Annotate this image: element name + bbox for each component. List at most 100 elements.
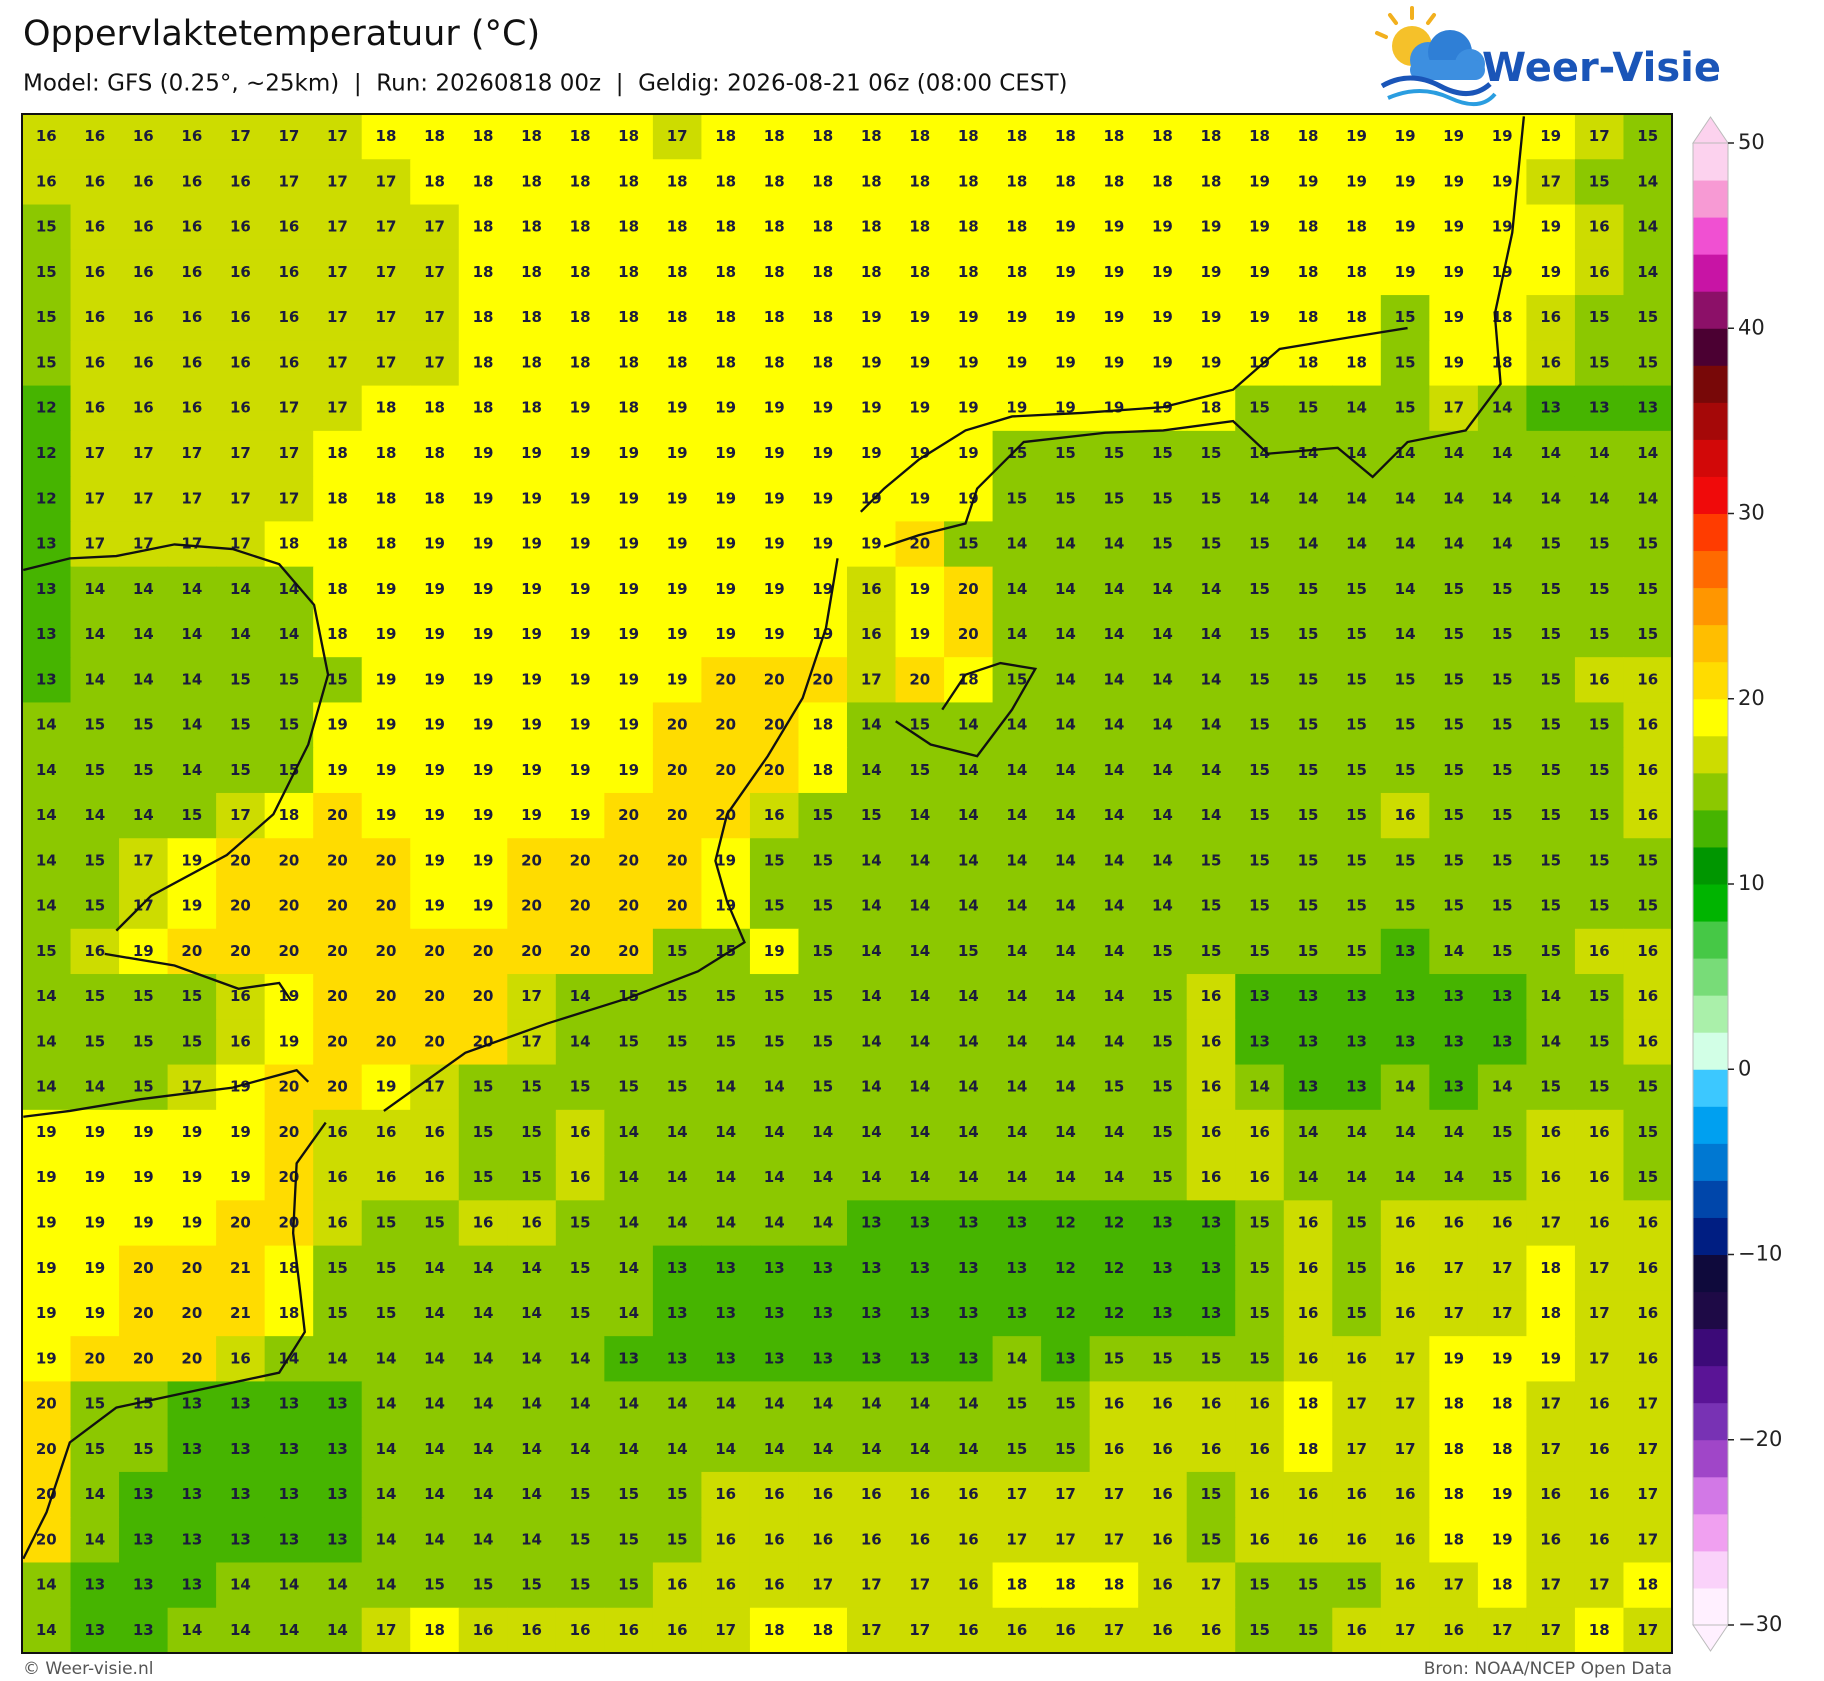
temperature-label: 18 xyxy=(667,218,688,236)
temperature-label: 14 xyxy=(861,761,882,779)
temperature-cell xyxy=(458,1426,508,1473)
temperature-cell xyxy=(361,838,411,885)
colorbar-tick-label: 40 xyxy=(1738,315,1765,339)
temperature-label: 16 xyxy=(909,1485,930,1503)
temperature-cell xyxy=(1574,1155,1625,1201)
temperature-label: 19 xyxy=(376,1078,397,1096)
temperature-cell xyxy=(1041,747,1091,794)
temperature-cell xyxy=(1186,295,1236,341)
temperature-cell xyxy=(1041,476,1091,522)
temperature-cell xyxy=(847,295,897,341)
temperature-label: 15 xyxy=(1006,1395,1027,1413)
temperature-cell xyxy=(1623,521,1672,568)
temperature-label: 14 xyxy=(909,897,930,915)
temperature-cell xyxy=(1332,1155,1382,1201)
temperature-cell xyxy=(410,1562,460,1609)
temperature-cell xyxy=(1235,928,1285,975)
temperature-label: 14 xyxy=(1103,716,1124,734)
temperature-label: 16 xyxy=(230,399,251,417)
temperature-label: 15 xyxy=(667,1032,688,1050)
temperature-cell xyxy=(167,430,217,477)
temperature-label: 18 xyxy=(473,218,494,236)
temperature-label: 15 xyxy=(618,1485,639,1503)
temperature-cell xyxy=(1574,611,1625,658)
temperature-label: 14 xyxy=(473,1485,494,1503)
temperature-label: 13 xyxy=(327,1530,348,1548)
temperature-label: 17 xyxy=(327,218,348,236)
temperature-cell xyxy=(895,521,945,568)
temperature-cell xyxy=(847,159,897,206)
temperature-cell xyxy=(1380,1336,1430,1383)
temperature-label: 17 xyxy=(1443,1259,1464,1277)
temperature-cell xyxy=(507,159,557,206)
temperature-label: 14 xyxy=(424,1349,445,1367)
temperature-label: 18 xyxy=(1298,353,1319,371)
temperature-cell xyxy=(749,295,800,341)
temperature-label: 17 xyxy=(84,444,105,462)
temperature-cell xyxy=(1332,1200,1382,1247)
temperature-cell xyxy=(1283,1562,1333,1609)
temperature-label: 21 xyxy=(230,1259,251,1277)
temperature-label: 16 xyxy=(181,127,202,145)
temperature-cell xyxy=(1089,566,1139,613)
temperature-label: 14 xyxy=(1152,806,1173,824)
temperature-cell xyxy=(798,1381,848,1428)
temperature-label: 18 xyxy=(1298,127,1319,145)
temperature-label: 14 xyxy=(278,1621,299,1639)
temperature-cell xyxy=(992,1064,1042,1111)
temperature-cell xyxy=(410,1245,460,1292)
temperature-label: 18 xyxy=(376,399,397,417)
temperature-label: 16 xyxy=(473,1213,494,1231)
temperature-label: 16 xyxy=(84,942,105,960)
temperature-cell xyxy=(507,1426,557,1473)
temperature-label: 15 xyxy=(133,716,154,734)
temperature-cell xyxy=(264,1562,314,1609)
temperature-cell xyxy=(555,1607,605,1653)
temperature-label: 15 xyxy=(570,1530,591,1548)
temperature-cell xyxy=(313,1155,363,1201)
temperature-label: 20 xyxy=(473,1032,494,1050)
temperature-label: 18 xyxy=(1443,1530,1464,1548)
temperature-cell xyxy=(604,1607,654,1653)
temperature-label: 18 xyxy=(667,353,688,371)
temperature-label: 16 xyxy=(1201,1395,1222,1413)
temperature-cell xyxy=(1526,838,1576,885)
temperature-cell xyxy=(1138,928,1188,975)
temperature-cell xyxy=(798,1562,848,1609)
temperature-cell xyxy=(652,1019,703,1066)
temperature-cell xyxy=(652,1064,703,1111)
temperature-label: 19 xyxy=(667,489,688,507)
temperature-cell xyxy=(1380,1381,1430,1428)
temperature-label: 14 xyxy=(36,1621,57,1639)
temperature-label: 19 xyxy=(1249,172,1270,190)
temperature-label: 18 xyxy=(1055,1576,1076,1594)
temperature-cell xyxy=(264,295,314,341)
temperature-cell xyxy=(944,928,994,975)
temperature-label: 13 xyxy=(1298,1078,1319,1096)
temperature-cell xyxy=(167,340,217,387)
temperature-cell xyxy=(1526,1562,1576,1609)
temperature-cell xyxy=(1429,1336,1479,1383)
temperature-cell xyxy=(555,1471,605,1518)
temperature-label: 19 xyxy=(570,580,591,598)
temperature-label: 19 xyxy=(521,444,542,462)
temperature-label: 15 xyxy=(1637,1123,1658,1141)
temperature-label: 20 xyxy=(376,987,397,1005)
temperature-cell xyxy=(847,1290,897,1337)
temperature-label: 18 xyxy=(278,806,299,824)
temperature-cell xyxy=(119,838,169,885)
temperature-cell xyxy=(507,611,557,658)
temperature-cell xyxy=(1380,928,1430,975)
temperature-label: 15 xyxy=(1443,625,1464,643)
temperature-cell xyxy=(1526,1245,1576,1292)
temperature-label: 14 xyxy=(1443,444,1464,462)
temperature-cell xyxy=(798,1200,848,1247)
temperature-cell xyxy=(216,1064,266,1111)
temperature-cell xyxy=(1235,1019,1285,1066)
temperature-cell xyxy=(1526,566,1576,613)
temperature-label: 15 xyxy=(1249,1304,1270,1322)
temperature-label: 14 xyxy=(1152,761,1173,779)
temperature-label: 19 xyxy=(1249,263,1270,281)
temperature-label: 18 xyxy=(812,172,833,190)
temperature-cell xyxy=(410,611,460,658)
